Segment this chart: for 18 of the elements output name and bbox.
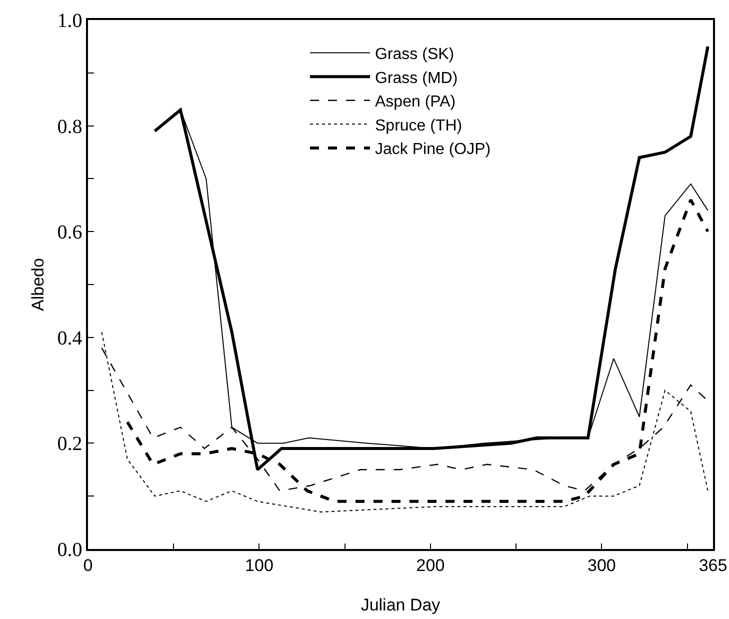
legend-label: Aspen (PA) bbox=[375, 94, 456, 111]
y-tick-label: 0.4 bbox=[57, 327, 82, 350]
y-tick-label: 0.0 bbox=[57, 539, 82, 561]
legend-label: Jack Pine (OJP) bbox=[375, 141, 491, 158]
x-axis-title: Julian Day bbox=[360, 596, 441, 614]
y-tick-label: 1.0 bbox=[57, 10, 82, 32]
y-tick-label: 0.6 bbox=[57, 222, 82, 244]
y-tick-label: 0.2 bbox=[57, 433, 82, 456]
y-tick-label: 0.8 bbox=[57, 116, 82, 138]
x-tick-label: 200 bbox=[416, 556, 445, 576]
y-axis-title: Albedo bbox=[28, 258, 48, 311]
legend-label: Grass (MD) bbox=[375, 70, 458, 87]
x-tick-label: 100 bbox=[245, 556, 274, 576]
x-tick-label: 300 bbox=[588, 556, 616, 576]
x-tick-label: 365 bbox=[698, 556, 728, 576]
legend-label: Grass (SK) bbox=[375, 46, 454, 64]
legend-label: Spruce (TH) bbox=[375, 117, 462, 134]
x-tick-label: 0 bbox=[83, 556, 93, 576]
